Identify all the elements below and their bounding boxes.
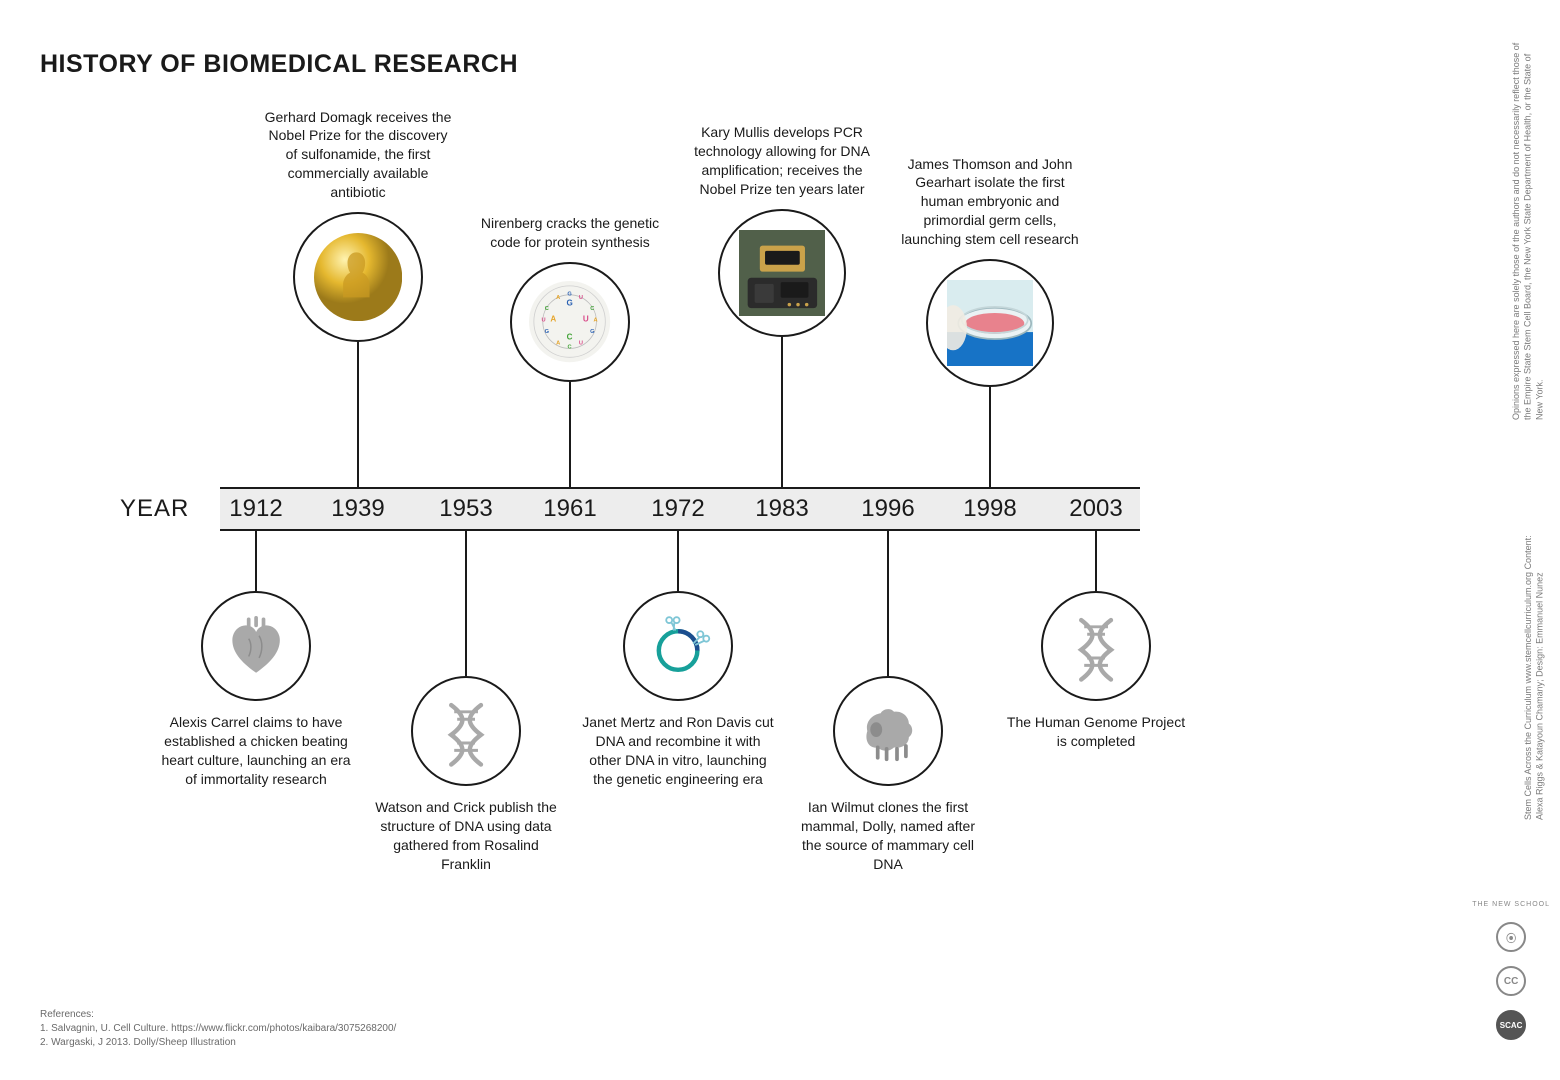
event-stem (569, 382, 571, 487)
disclaimer-text: Opinions expressed here are solely those… (1511, 40, 1546, 420)
svg-text:A: A (557, 295, 561, 301)
svg-text:A: A (557, 341, 561, 347)
svg-text:U: U (579, 295, 583, 301)
scac-logo-icon: SCAC (1496, 1010, 1526, 1040)
event-hgp-2003: The Human Genome Project is completed (996, 531, 1196, 751)
svg-text:C: C (567, 333, 573, 342)
year-2003: 2003 (1069, 495, 1122, 523)
dna-helix-icon (1041, 591, 1151, 701)
year-1953: 1953 (439, 495, 492, 523)
svg-text:U: U (583, 315, 589, 324)
event-stem (1095, 531, 1097, 591)
year-1983: 1983 (755, 495, 808, 523)
event-stem (677, 531, 679, 591)
svg-text:C: C (568, 345, 572, 351)
event-stem (781, 337, 783, 487)
event-stem (887, 531, 889, 676)
year-1998: 1998 (963, 495, 1016, 523)
heart-icon (201, 591, 311, 701)
axis-label: YEAR (120, 495, 189, 523)
nobel-medal-icon (293, 212, 423, 342)
petri-dish-icon (926, 259, 1054, 387)
event-caption: Kary Mullis develops PCR technology allo… (682, 123, 882, 199)
genetic-code-wheel-icon: G U C A A G U C A G U C A G U C (510, 262, 630, 382)
event-stem (255, 531, 257, 591)
event-stem (465, 531, 467, 676)
event-stem (989, 387, 991, 487)
plasmid-icon (623, 591, 733, 701)
year-1912: 1912 (229, 495, 282, 523)
nysstem-logo-icon: ⦿ (1496, 922, 1526, 952)
svg-text:C: C (545, 307, 549, 313)
event-caption: Ian Wilmut clones the first mammal, Doll… (788, 798, 988, 874)
event-watson-crick-1953: Watson and Crick publish the structure o… (366, 531, 566, 874)
event-nirenberg-1961: Nirenberg cracks the genetic code for pr… (470, 214, 670, 487)
event-mertz-davis-1972: Janet Mertz and Ron Davis cut DNA and re… (578, 531, 778, 789)
event-stem (357, 342, 359, 487)
svg-text:G: G (568, 292, 573, 298)
event-mullis-1983: Kary Mullis develops PCR technology allo… (682, 123, 882, 487)
reference-item: 1. Salvagnin, U. Cell Culture. https://w… (40, 1022, 396, 1036)
event-caption: The Human Genome Project is completed (996, 713, 1196, 751)
sheep-icon (833, 676, 943, 786)
svg-text:U: U (542, 318, 546, 324)
svg-text:G: G (591, 329, 596, 335)
timeline: YEAR 1912 1939 1953 1961 1972 1983 1996 … (0, 0, 1490, 1080)
year-1939: 1939 (331, 495, 384, 523)
side-logos: THE NEW SCHOOL ⦿ CC SCAC (1472, 901, 1550, 1040)
references-header: References: (40, 1008, 396, 1022)
event-caption: James Thomson and John Gearhart isolate … (890, 155, 1090, 249)
pcr-machine-icon (718, 209, 846, 337)
event-caption: Gerhard Domagk receives the Nobel Prize … (258, 108, 458, 202)
references: References: 1. Salvagnin, U. Cell Cultur… (40, 1008, 396, 1050)
school-label: THE NEW SCHOOL (1472, 901, 1550, 908)
cc-license-icon: CC (1496, 966, 1526, 996)
year-1972: 1972 (651, 495, 704, 523)
svg-text:A: A (594, 318, 598, 324)
event-caption: Nirenberg cracks the genetic code for pr… (470, 214, 670, 252)
dna-helix-icon (411, 676, 521, 786)
event-wilmut-1996: Ian Wilmut clones the first mammal, Doll… (788, 531, 988, 874)
svg-text:C: C (591, 307, 595, 313)
svg-text:A: A (551, 315, 557, 324)
svg-text:G: G (545, 329, 550, 335)
event-domagk-1939: Gerhard Domagk receives the Nobel Prize … (258, 108, 458, 487)
year-1996: 1996 (861, 495, 914, 523)
event-caption: Watson and Crick publish the structure o… (366, 798, 566, 874)
svg-text:G: G (567, 299, 573, 308)
reference-item: 2. Wargaski, J 2013. Dolly/Sheep Illustr… (40, 1036, 396, 1050)
credits-text: Stem Cells Across the Curriculum www.ste… (1523, 520, 1546, 820)
event-carrel-1912: Alexis Carrel claims to have established… (156, 531, 356, 789)
event-thomson-1998: James Thomson and John Gearhart isolate … (890, 155, 1090, 487)
event-caption: Alexis Carrel claims to have established… (156, 713, 356, 789)
year-1961: 1961 (543, 495, 596, 523)
svg-text:U: U (579, 341, 583, 347)
event-caption: Janet Mertz and Ron Davis cut DNA and re… (578, 713, 778, 789)
